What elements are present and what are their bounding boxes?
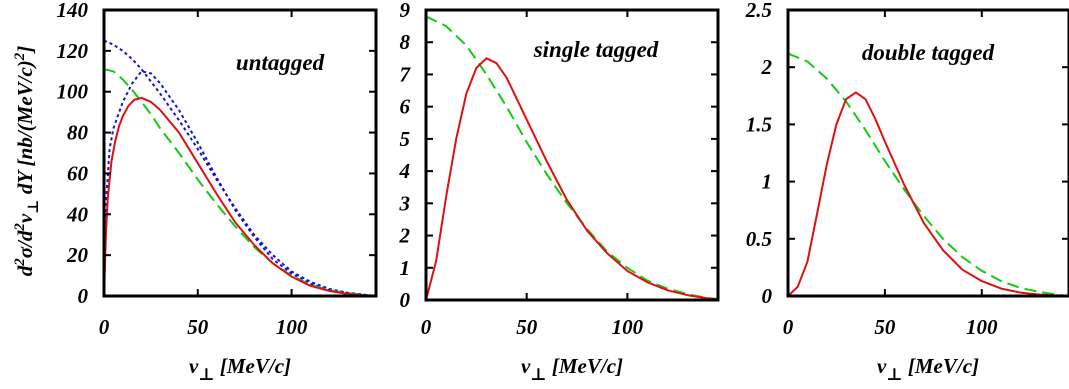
chart-panel-2: 0 1 2 3 4 5 6 7 8 9 0 50 100 single tagged v⊥ [MeV/c] bbox=[399, 0, 720, 384]
x-tick-label: 100 bbox=[612, 315, 644, 339]
y-tick-label: 1 bbox=[400, 256, 411, 280]
y-tick-label: 0.5 bbox=[746, 227, 772, 251]
series-line-green-1 bbox=[788, 52, 1069, 296]
series-line-red-2 bbox=[426, 57, 718, 300]
x-tick-label: 0 bbox=[421, 315, 432, 339]
chart-panel-3: 0 0.5 1 1.5 2 2.5 0 50 100 double tagged v⊥ [MeV/c… bbox=[745, 0, 1069, 384]
x-tick-label: 50 bbox=[516, 315, 538, 339]
y-tick-label: 2 bbox=[761, 55, 773, 79]
series-line-blue-2 bbox=[104, 39, 376, 296]
x-tick-label: 50 bbox=[874, 315, 896, 339]
x-axis-title: v⊥ [MeV/c] bbox=[521, 354, 623, 384]
y-tick-label: 0 bbox=[78, 284, 89, 308]
y-tick-label: 120 bbox=[57, 39, 89, 63]
plot-frame bbox=[102, 8, 378, 298]
series-line-red-4 bbox=[104, 96, 376, 296]
y-tick-label: 6 bbox=[400, 95, 411, 119]
y-tick-label: 4 bbox=[399, 159, 411, 183]
y-tick-label: 140 bbox=[57, 0, 89, 22]
series-line-green-3 bbox=[104, 68, 376, 296]
y-axis-title: d2σ/d2v⊥ dY [nb/(MeV/c)2] bbox=[12, 46, 42, 277]
chart-panel-1: 0 20 40 60 80 100 120 140 0 50 100 untagged v⊥ [MeV/… bbox=[12, 0, 378, 384]
x-tick-label: 0 bbox=[99, 315, 110, 339]
y-tick-label: 20 bbox=[66, 243, 89, 267]
series-group bbox=[426, 15, 718, 300]
panel-label: double tagged bbox=[862, 40, 995, 65]
y-tick-label: 0 bbox=[400, 288, 411, 312]
y-tick-label: 1 bbox=[762, 170, 773, 194]
x-tick-label: 100 bbox=[276, 315, 308, 339]
series-group bbox=[788, 52, 1069, 296]
x-axis-title: v⊥ [MeV/c] bbox=[877, 354, 979, 384]
x-tick-label: 0 bbox=[783, 315, 794, 339]
y-tick-label: 0 bbox=[762, 284, 773, 308]
y-tick-label: 40 bbox=[66, 202, 89, 226]
y-tick-label: 7 bbox=[400, 62, 412, 86]
plot-frame bbox=[786, 8, 1069, 298]
y-tick-label: 9 bbox=[400, 0, 411, 22]
y-tick-label: 8 bbox=[400, 30, 411, 54]
y-tick-label: 100 bbox=[57, 80, 89, 104]
series-line-red-2 bbox=[788, 91, 1069, 296]
series-group bbox=[104, 39, 376, 296]
y-tick-label: 60 bbox=[67, 161, 89, 185]
y-tick-label: 2 bbox=[399, 224, 411, 248]
panel-label: untagged bbox=[236, 50, 325, 75]
y-tick-label: 5 bbox=[400, 127, 411, 151]
plot-frame bbox=[424, 8, 720, 302]
x-tick-label: 100 bbox=[966, 315, 998, 339]
y-tick-label: 1.5 bbox=[746, 112, 772, 136]
x-axis-title: v⊥ [MeV/c] bbox=[189, 354, 291, 384]
y-tick-label: 2.5 bbox=[745, 0, 772, 22]
y-tick-label: 80 bbox=[67, 121, 89, 145]
y-tick-label: 3 bbox=[399, 191, 411, 215]
panel-label: single tagged bbox=[533, 37, 659, 62]
x-tick-label: 50 bbox=[187, 315, 209, 339]
